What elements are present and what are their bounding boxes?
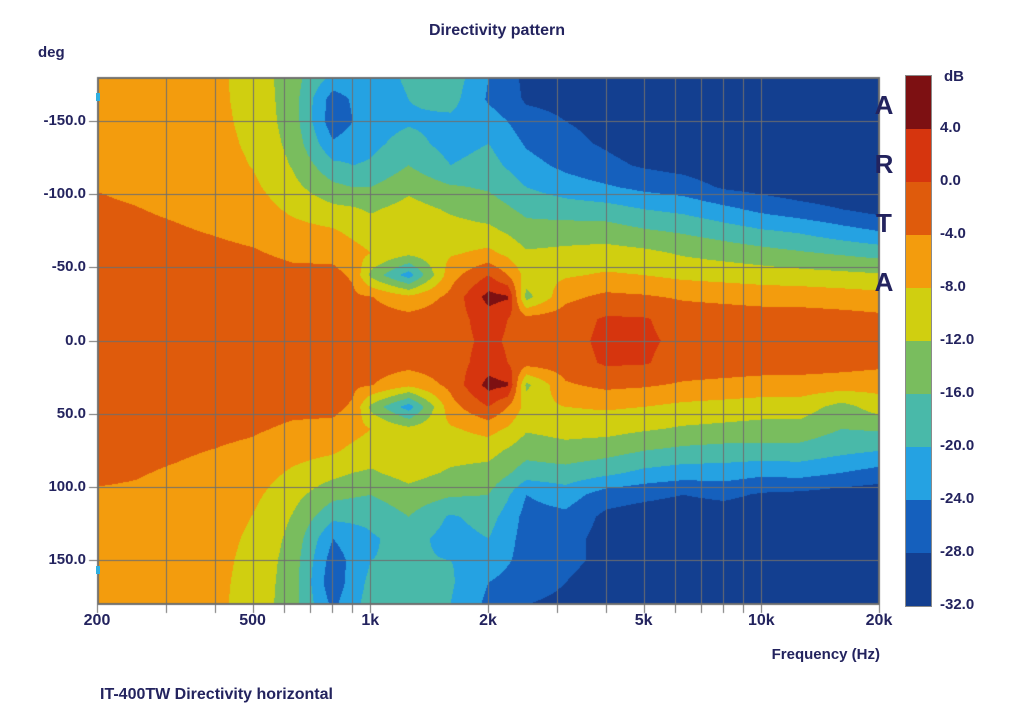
x-tick-label: 10k	[747, 612, 775, 629]
x-axis-label: Frequency (Hz)	[771, 646, 880, 663]
y-tick-label: -100.0	[43, 185, 86, 203]
colorbar	[905, 75, 932, 607]
chart-title: Directivity pattern	[428, 22, 566, 39]
colorbar-segment	[906, 288, 931, 341]
x-tick-label: 2k	[479, 612, 497, 629]
colorbar-tick-label: -20.0	[940, 437, 975, 454]
colorbar-segment	[906, 182, 931, 235]
y-tick-label: 100.0	[48, 477, 86, 495]
colorbar-segment	[906, 394, 931, 447]
x-tick-label: 5k	[634, 612, 653, 629]
colorbar-segment	[906, 553, 931, 606]
directivity-heatmap	[88, 76, 888, 622]
colorbar-segment	[906, 447, 931, 500]
chart-caption: IT-400TW Directivity horizontal	[100, 686, 333, 703]
cursor-marker	[96, 93, 100, 101]
y-tick-label: 50.0	[56, 404, 86, 422]
x-tick-label: 1k	[361, 612, 380, 629]
x-tick-label: 500	[239, 612, 266, 629]
colorbar-tick-label: -12.0	[940, 331, 975, 348]
x-tick-label: 20k	[865, 612, 893, 629]
x-tick-label: 200	[83, 612, 111, 629]
colorbar-segment	[906, 235, 931, 288]
colorbar-segment	[906, 76, 931, 129]
colorbar-segment	[906, 500, 931, 553]
colorbar-unit-label: dB	[944, 68, 964, 85]
colorbar-segment	[906, 129, 931, 182]
y-tick-label: 0.0	[65, 331, 86, 349]
colorbar-segment	[906, 341, 931, 394]
colorbar-tick-label: 0.0	[940, 172, 961, 189]
y-tick-label: -150.0	[43, 111, 86, 129]
colorbar-tick-label: -4.0	[940, 225, 966, 242]
colorbar-tick-label: -8.0	[940, 278, 966, 295]
y-tick-label: 150.0	[48, 551, 86, 569]
y-tick-label: -50.0	[51, 258, 86, 276]
cursor-marker	[96, 566, 100, 574]
colorbar-tick-label: -32.0	[940, 596, 975, 613]
y-axis-label: deg	[38, 44, 65, 61]
colorbar-tick-label: 4.0	[940, 119, 961, 136]
colorbar-tick-label: -16.0	[940, 384, 975, 401]
colorbar-tick-label: -28.0	[940, 543, 975, 560]
colorbar-tick-label: -24.0	[940, 490, 975, 507]
